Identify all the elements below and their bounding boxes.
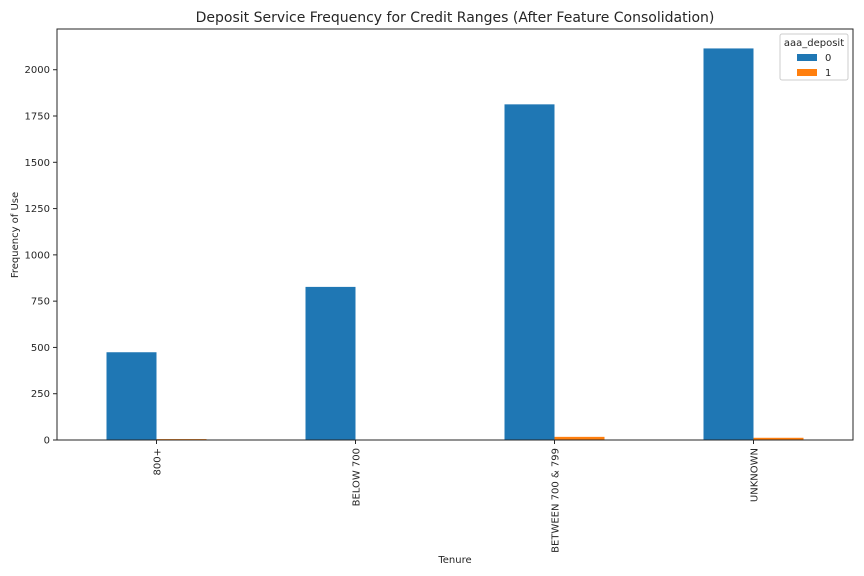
y-tick-label: 1750 bbox=[25, 112, 50, 123]
x-axis: 800+ BELOW 700 BETWEEN 700 & 799 UNKNOWN bbox=[153, 440, 761, 553]
legend-title: aaa_deposit bbox=[784, 38, 844, 49]
y-tick-label: 250 bbox=[31, 389, 50, 400]
bar-series-1-2 bbox=[554, 436, 605, 440]
y-tick-label: 500 bbox=[31, 343, 50, 354]
bar-series-0-1 bbox=[305, 286, 356, 440]
y-tick-label: 1500 bbox=[25, 158, 50, 169]
chart-title: Deposit Service Frequency for Credit Ran… bbox=[196, 10, 715, 26]
bar-series-0-2 bbox=[504, 104, 555, 440]
x-tick-label: UNKNOWN bbox=[750, 448, 761, 502]
legend-label-1: 1 bbox=[825, 68, 831, 79]
x-tick-label: BELOW 700 bbox=[352, 448, 363, 506]
y-tick-label: 0 bbox=[44, 436, 50, 447]
legend-label-0: 0 bbox=[825, 53, 831, 64]
y-axis: 0 250 500 750 1000 1250 1500 1750 2000 bbox=[25, 65, 57, 447]
bar-series-0-3 bbox=[703, 48, 754, 441]
plot-area bbox=[56, 28, 854, 441]
y-tick-label: 1250 bbox=[25, 204, 50, 215]
legend-swatch-1 bbox=[797, 69, 817, 76]
legend-swatch-0 bbox=[797, 54, 817, 61]
bar-series-1-3 bbox=[753, 437, 804, 440]
x-axis-label: Tenure bbox=[437, 555, 471, 566]
y-tick-label: 750 bbox=[31, 297, 50, 308]
y-tick-label: 1000 bbox=[25, 250, 50, 261]
bar-series-0-0 bbox=[106, 352, 157, 440]
x-tick-label: 800+ bbox=[153, 448, 164, 475]
legend: aaa_deposit 0 1 bbox=[779, 33, 849, 81]
x-tick-label: BETWEEN 700 & 799 bbox=[551, 448, 562, 553]
plot-frame bbox=[56, 28, 854, 441]
y-axis-label: Frequency of Use bbox=[10, 192, 21, 278]
y-tick-label: 2000 bbox=[25, 65, 50, 76]
